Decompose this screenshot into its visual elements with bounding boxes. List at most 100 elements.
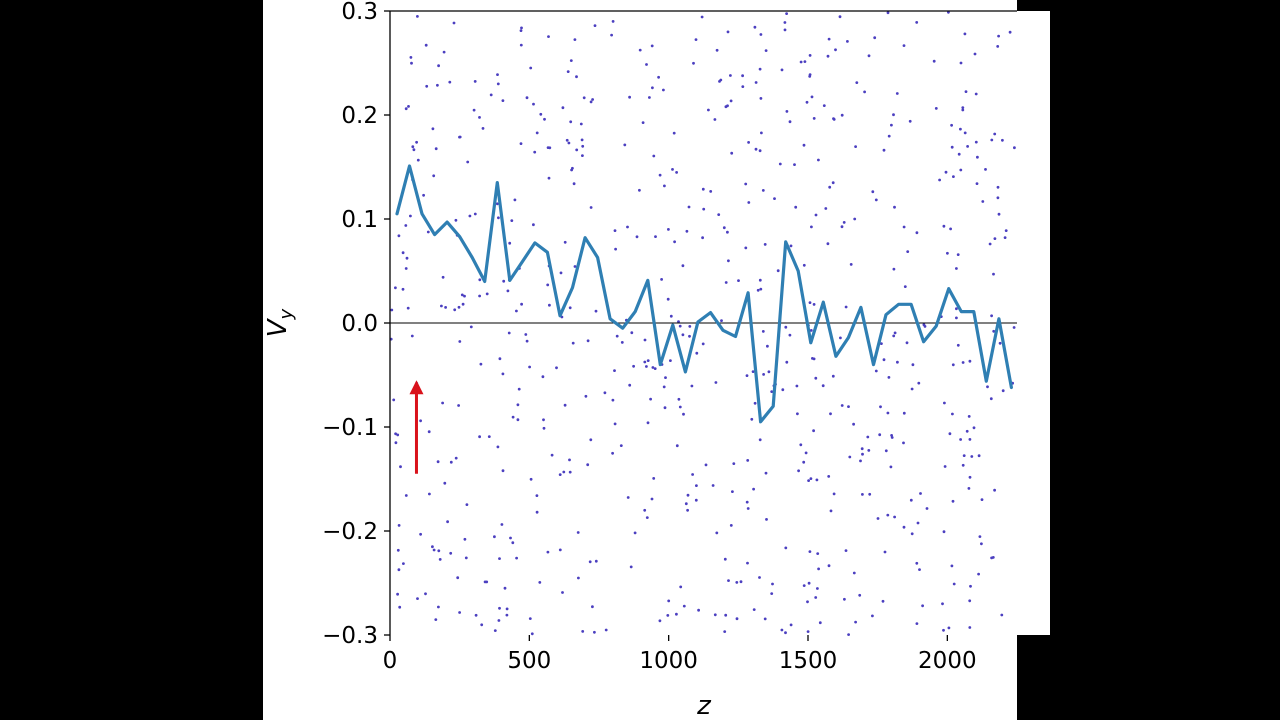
scatter-point <box>1001 389 1005 393</box>
scatter-point <box>468 214 472 218</box>
scatter-point <box>410 334 414 338</box>
scatter-point <box>989 397 993 401</box>
scatter-point <box>735 617 739 621</box>
scatter-point <box>559 271 563 275</box>
scatter-point <box>589 438 593 442</box>
scatter-point <box>651 86 654 90</box>
scatter-point <box>959 61 963 65</box>
scatter-point <box>840 404 844 407</box>
scatter-point <box>667 599 671 603</box>
scatter-point <box>653 367 657 370</box>
scatter-point <box>727 259 730 263</box>
scatter-point <box>722 226 726 230</box>
scatter-point <box>686 508 689 512</box>
scatter-point <box>582 96 586 100</box>
scatter-point <box>732 462 736 465</box>
scatter-point <box>667 228 670 231</box>
scatter-point <box>838 15 842 19</box>
scatter-point <box>496 445 500 449</box>
scatter-point <box>424 43 428 47</box>
scatter-point <box>505 613 509 617</box>
scatter-point <box>626 496 630 499</box>
x-tick-label: 1000 <box>639 648 698 674</box>
scatter-point <box>826 54 830 58</box>
scatter-point <box>908 119 912 123</box>
scatter-point <box>915 622 919 625</box>
scatter-point <box>402 562 405 565</box>
scatter-point <box>396 592 399 596</box>
scatter-point <box>682 604 686 608</box>
scatter-point <box>503 586 507 590</box>
scatter-point <box>859 459 862 463</box>
x-tick-label: 1500 <box>779 648 838 674</box>
scatter-point <box>747 141 750 144</box>
scatter-point <box>660 278 663 281</box>
scatter-point <box>925 507 929 510</box>
scatter-point <box>673 240 676 244</box>
scatter-point <box>816 587 819 590</box>
scatter-point <box>519 43 523 47</box>
scatter-point <box>805 100 809 104</box>
scatter-point <box>646 421 650 425</box>
scatter-point <box>675 612 678 616</box>
scatter-point <box>535 494 539 497</box>
scatter-point <box>903 285 907 288</box>
scatter-point <box>416 597 419 600</box>
scatter-point <box>657 75 660 79</box>
scatter-point <box>466 160 470 164</box>
scatter-point <box>809 477 813 480</box>
scatter-point <box>633 531 637 535</box>
scatter-point <box>688 334 691 338</box>
scatter-point <box>437 605 440 609</box>
scatter-point <box>404 224 408 227</box>
scatter-point <box>970 455 974 458</box>
scatter-point <box>394 286 397 290</box>
scatter-point <box>516 403 520 407</box>
scatter-point <box>974 92 978 96</box>
scatter-point <box>425 84 429 88</box>
scatter-point <box>993 488 996 492</box>
scatter-point <box>893 331 897 335</box>
scatter-point <box>441 401 444 405</box>
scatter-point <box>584 394 588 398</box>
y-tick-label: −0.2 <box>322 519 378 545</box>
scatter-point <box>701 236 704 240</box>
scatter-point <box>761 189 765 192</box>
scatter-point <box>691 473 694 476</box>
scatter-point <box>604 628 608 632</box>
scatter-point <box>893 205 896 209</box>
scatter-point <box>855 81 859 84</box>
scatter-point <box>990 138 994 142</box>
scatter-point <box>638 48 642 52</box>
scatter-point <box>437 64 440 68</box>
scatter-point <box>480 623 484 627</box>
y-axis-label: Vy <box>263 308 297 337</box>
scatter-point <box>947 626 951 630</box>
scatter-point <box>719 78 723 82</box>
scatter-point <box>880 342 883 345</box>
scatter-point <box>1003 236 1007 240</box>
scatter-point <box>568 306 572 310</box>
scatter-point <box>854 145 857 149</box>
scatter-point <box>968 599 972 603</box>
scatter-point <box>649 397 652 401</box>
scatter-point <box>513 198 517 202</box>
scatter-point <box>765 518 768 521</box>
arrow-head <box>409 380 424 395</box>
scatter-point <box>764 471 768 475</box>
scatter-point <box>669 314 673 318</box>
scatter-point <box>415 140 418 144</box>
scatter-point <box>892 113 895 117</box>
scatter-point <box>973 52 977 56</box>
x-tick-label: 0 <box>383 648 398 674</box>
scatter-point <box>808 54 812 57</box>
scatter-point <box>458 135 461 139</box>
scatter-point <box>457 305 461 309</box>
scatter-point <box>453 308 457 312</box>
scatter-point <box>620 341 624 344</box>
scatter-point <box>658 619 662 623</box>
scatter-point <box>882 148 886 152</box>
scatter-point <box>998 341 1002 345</box>
scatter-point <box>950 564 954 568</box>
scatter-point <box>713 118 717 121</box>
